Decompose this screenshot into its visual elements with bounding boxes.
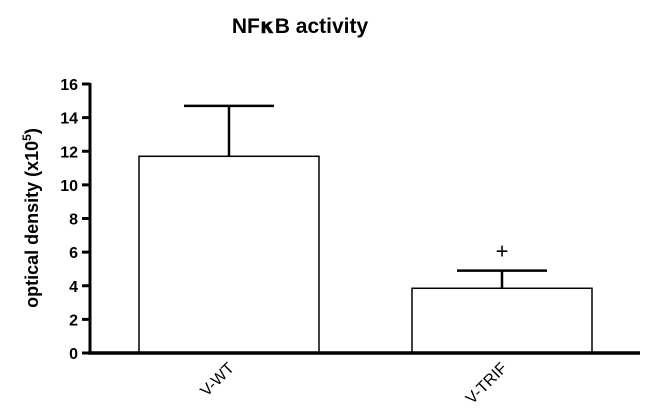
- y-tick-label: 8: [69, 212, 78, 229]
- bar: [138, 155, 320, 354]
- x-category-label: V-TRIF: [463, 360, 511, 408]
- y-tick-label: 14: [60, 111, 78, 128]
- y-tick-label: 4: [69, 279, 78, 296]
- y-tick-label: 10: [60, 178, 78, 195]
- y-axis-label: optical density (x105): [20, 128, 42, 308]
- x-category-label: V-WT: [198, 360, 238, 400]
- y-axis-label-exponent: 5: [20, 134, 34, 141]
- significance-marker: +: [496, 239, 509, 264]
- bar: [411, 287, 593, 354]
- y-tick-label: 12: [60, 144, 78, 161]
- chart-title: NFκB activity: [232, 14, 369, 38]
- y-tick-label: 6: [69, 245, 78, 262]
- plot-area: 0 2 4 6 8 10 12 14 16 V-WT + V-TRIF: [60, 77, 640, 408]
- kappa-symbol: κ: [260, 14, 275, 38]
- y-tick-label: 16: [60, 77, 78, 94]
- y-tick-label: 2: [69, 312, 78, 329]
- y-tick-label: 0: [69, 346, 78, 363]
